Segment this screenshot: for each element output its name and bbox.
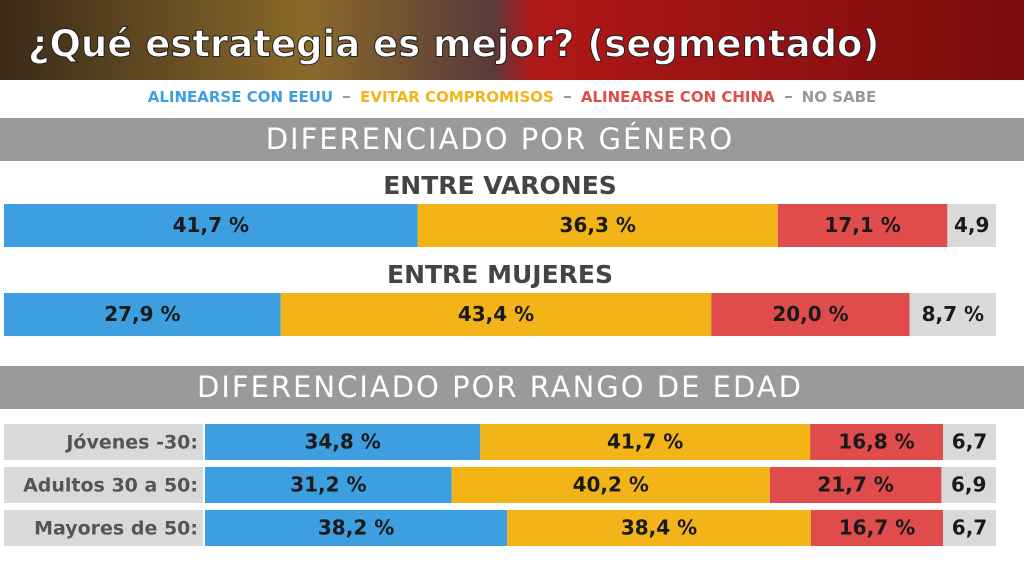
category-box <box>4 510 203 546</box>
bar-segment <box>810 424 944 460</box>
bar-segment <box>941 467 996 503</box>
category-label: ENTRE VARONES <box>383 171 617 200</box>
value-label: 38,2 % <box>318 516 394 540</box>
category-label: Jóvenes -30: <box>64 432 198 454</box>
bar-segment <box>205 467 452 503</box>
value-label: 41,7 % <box>173 213 249 237</box>
bar-segment <box>451 467 770 503</box>
value-label: 16,8 % <box>838 430 914 454</box>
value-label: 20,0 % <box>772 302 848 326</box>
bar-segment <box>4 293 281 336</box>
bar-segment <box>507 510 811 546</box>
value-label: 8,7 % <box>922 302 984 326</box>
value-label: 6,7 <box>952 430 987 454</box>
bar-segment <box>205 510 508 546</box>
bar-segment <box>205 424 481 460</box>
value-label: 41,7 % <box>607 430 683 454</box>
value-label: 38,4 % <box>621 516 697 540</box>
legend-separator <box>343 96 351 98</box>
legend-separator <box>784 96 792 98</box>
value-label: 27,9 % <box>104 302 180 326</box>
bar-segment <box>947 204 996 247</box>
page-title: ¿Qué estrategia es mejor? (segmentado) <box>28 23 879 66</box>
value-label: 40,2 % <box>573 473 649 497</box>
bar-segment <box>4 204 418 247</box>
bar-segment <box>943 424 996 460</box>
section-title: DIFERENCIADO POR GÉNERO <box>266 122 735 156</box>
bar-segment <box>280 293 712 336</box>
legend-entry: ALINEARSE CON CHINA <box>580 88 775 106</box>
value-label: 17,1 % <box>824 213 900 237</box>
legend-entry: ALINEARSE CON EEUU <box>147 88 334 106</box>
value-label: 31,2 % <box>290 473 366 497</box>
value-label: 34,8 % <box>304 430 380 454</box>
section-band <box>0 366 1024 409</box>
value-label: 16,7 % <box>839 516 915 540</box>
category-label: Adultos 30 a 50: <box>23 475 198 497</box>
category-box <box>4 424 203 460</box>
section-band <box>0 118 1024 161</box>
value-label: 6,9 <box>951 473 986 497</box>
value-label: 36,3 % <box>560 213 636 237</box>
bar-segment <box>711 293 910 336</box>
legend-entry: NO SABE <box>801 88 877 106</box>
section-title: DIFERENCIADO POR RANGO DE EDAD <box>197 370 803 404</box>
bar-segment <box>777 204 948 247</box>
category-box <box>4 467 203 503</box>
bar-segment <box>480 424 811 460</box>
bar-segment <box>943 510 996 546</box>
value-label: 21,7 % <box>817 473 893 497</box>
value-label: 6,7 <box>952 516 987 540</box>
bar-segment <box>417 204 778 247</box>
bar-segment <box>769 467 942 503</box>
legend-entry: EVITAR COMPROMISOS <box>360 88 554 106</box>
category-label: ENTRE MUJERES <box>387 260 613 289</box>
value-label: 4,9 <box>954 213 989 237</box>
legend: ALINEARSE CON EEUU EVITAR COMPROMISOS ALIN… <box>0 88 1024 106</box>
legend-separator <box>563 96 571 98</box>
value-label: 43,4 % <box>458 302 534 326</box>
bar-segment <box>909 293 996 336</box>
header-band <box>0 0 1024 80</box>
bar-segment <box>810 510 944 546</box>
category-label: Mayores de 50: <box>34 518 198 540</box>
